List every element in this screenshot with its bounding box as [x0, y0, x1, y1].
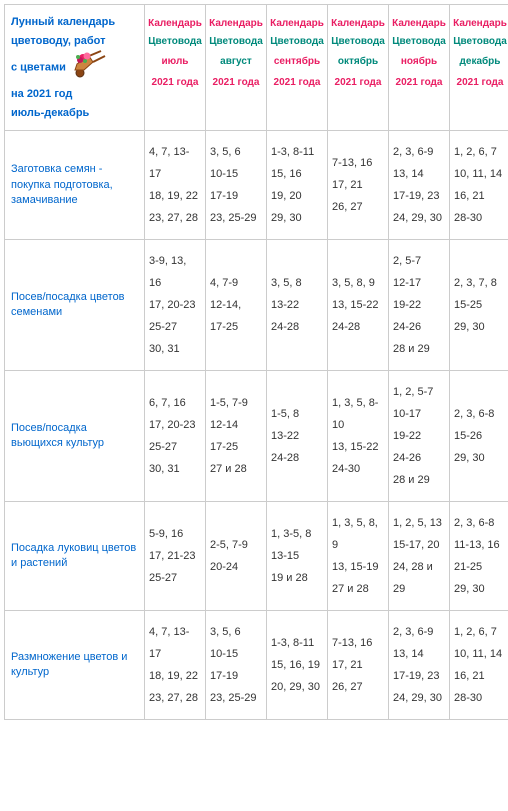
data-cell: 1, 3, 5, 8, 913, 15-1927 и 28 — [328, 502, 389, 611]
col-head-2: Календарь Цветовода сентябрь 2021 года — [267, 5, 328, 131]
data-cell: 1, 2, 5, 1315-17, 2024, 28 и 29 — [389, 502, 450, 611]
header-corner: Лунный календарь цветоводу, работ с цвет… — [5, 5, 145, 131]
wheelbarrow-icon — [71, 50, 109, 85]
data-cell: 3, 5, 813-2224-28 — [267, 240, 328, 371]
row-label: Посев/посадка вьющихся культур — [5, 371, 145, 502]
data-cell: 1, 3, 5, 8-1013, 15-2224-30 — [328, 371, 389, 502]
data-cell: 5-9, 1617, 21-2325-27 — [145, 502, 206, 611]
lunar-calendar-table: Лунный календарь цветоводу, работ с цвет… — [4, 4, 508, 720]
table-row: Заготовка семян - покупка подготовка, за… — [5, 131, 508, 240]
hc-l3: на 2021 год — [11, 88, 72, 100]
data-cell: 1, 2, 6, 710, 11, 1416, 2128-30 — [450, 611, 508, 720]
hc-l2: с цветами — [11, 62, 66, 74]
data-cell: 6, 7, 1617, 20-2325-2730, 31 — [145, 371, 206, 502]
data-cell: 4, 7-912-14,17-25 — [206, 240, 267, 371]
data-cell: 7-13, 1617, 2126, 27 — [328, 131, 389, 240]
col-head-5: Календарь Цветовода декабрь 2021 года — [450, 5, 508, 131]
data-cell: 4, 7, 13-1718, 19, 2223, 27, 28 — [145, 611, 206, 720]
data-cell: 1, 2, 6, 710, 11, 1416, 2128-30 — [450, 131, 508, 240]
data-cell: 4, 7, 13-1718, 19, 2223, 27, 28 — [145, 131, 206, 240]
data-cell: 2, 3, 6-811-13, 1621-2529, 30 — [450, 502, 508, 611]
data-cell: 3, 5, 610-1517-1923, 25-29 — [206, 611, 267, 720]
data-cell: 2, 3, 6-913, 1417-19, 2324, 29, 30 — [389, 131, 450, 240]
hc-l0: Лунный календарь — [11, 16, 115, 28]
row-label: Размножение цветов и культур — [5, 611, 145, 720]
table-row: Посев/посадка цветов семенами3-9, 13, 16… — [5, 240, 508, 371]
data-cell: 3, 5, 8, 913, 15-2224-28 — [328, 240, 389, 371]
data-cell: 1, 2, 5-710-1719-2224-2628 и 29 — [389, 371, 450, 502]
data-cell: 1-5, 813-2224-28 — [267, 371, 328, 502]
data-cell: 2, 3, 6-913, 1417-19, 2324, 29, 30 — [389, 611, 450, 720]
data-cell: 7-13, 1617, 2126, 27 — [328, 611, 389, 720]
data-cell: 3, 5, 610-1517-1923, 25-29 — [206, 131, 267, 240]
col-head-4: Календарь Цветовода ноябрь 2021 года — [389, 5, 450, 131]
row-label: Посадка луковиц цветов и растений — [5, 502, 145, 611]
data-cell: 3-9, 13, 1617, 20-2325-2730, 31 — [145, 240, 206, 371]
row-label: Посев/посадка цветов семенами — [5, 240, 145, 371]
hc-l4: июль-декабрь — [11, 107, 89, 119]
table-row: Размножение цветов и культур4, 7, 13-171… — [5, 611, 508, 720]
table-row: Посев/посадка вьющихся культур6, 7, 1617… — [5, 371, 508, 502]
col-head-0: Календарь Цветовода июль 2021 года — [145, 5, 206, 131]
table-row: Посадка луковиц цветов и растений5-9, 16… — [5, 502, 508, 611]
data-cell: 1, 3-5, 813-1519 и 28 — [267, 502, 328, 611]
col-head-3: Календарь Цветовода октябрь 2021 года — [328, 5, 389, 131]
data-cell: 1-5, 7-912-1417-2527 и 28 — [206, 371, 267, 502]
data-cell: 1-3, 8-1115, 1619, 2029, 30 — [267, 131, 328, 240]
row-label: Заготовка семян - покупка подготовка, за… — [5, 131, 145, 240]
data-cell: 2-5, 7-920-24 — [206, 502, 267, 611]
hc-l1: цветоводу, работ — [11, 35, 106, 47]
data-cell: 2, 5-712-1719-2224-2628 и 29 — [389, 240, 450, 371]
data-cell: 2, 3, 6-815-2629, 30 — [450, 371, 508, 502]
col-head-1: Календарь Цветовода август 2021 года — [206, 5, 267, 131]
data-cell: 1-3, 8-1115, 16, 1920, 29, 30 — [267, 611, 328, 720]
data-cell: 2, 3, 7, 815-2529, 30 — [450, 240, 508, 371]
